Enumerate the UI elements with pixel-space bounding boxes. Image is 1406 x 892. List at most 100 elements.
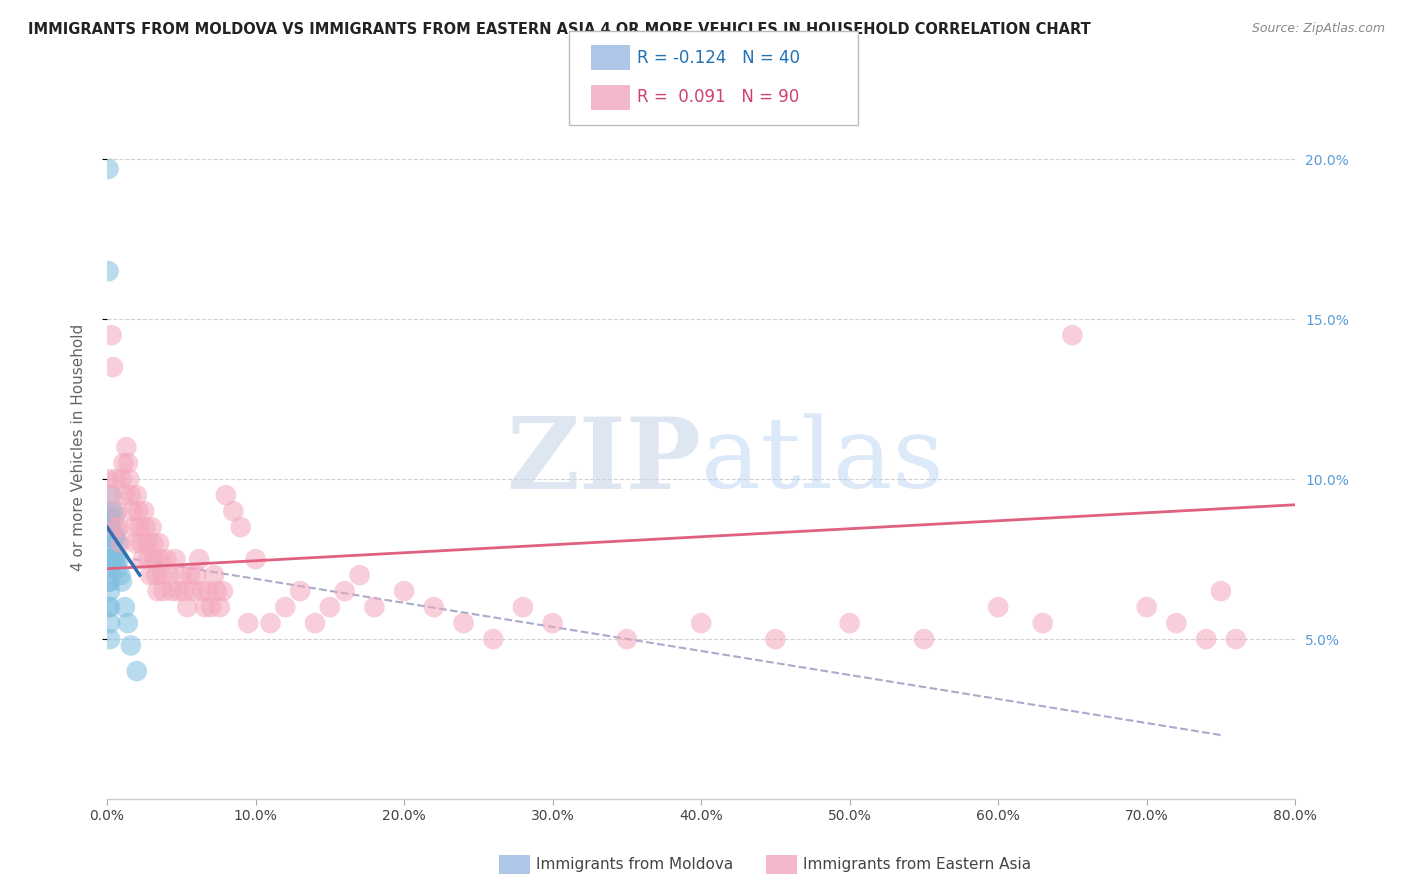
Point [146, 584, 169, 599]
Point [150, 568, 173, 582]
Point [101, 530, 124, 544]
Point [179, 568, 201, 582]
Point [128, 520, 150, 534]
Point [98, 562, 121, 576]
Point [104, 552, 127, 566]
Point [987, 600, 1010, 615]
Point [98, 552, 121, 566]
Text: R = -0.124   N = 40: R = -0.124 N = 40 [637, 49, 800, 67]
Point [110, 536, 132, 550]
Point [114, 488, 136, 502]
Point [222, 504, 245, 518]
Point [98, 632, 121, 646]
Point [143, 552, 166, 566]
Point [212, 584, 235, 599]
Point [115, 440, 138, 454]
Point [103, 510, 125, 524]
Point [129, 536, 152, 550]
Point [97, 574, 120, 589]
Point [333, 584, 356, 599]
Text: Immigrants from Eastern Asia: Immigrants from Eastern Asia [803, 857, 1031, 871]
Point [98, 574, 121, 589]
Point [120, 639, 142, 653]
Point [1032, 616, 1054, 631]
Point [392, 584, 415, 599]
Point [200, 600, 222, 615]
Point [363, 600, 385, 615]
Point [97, 600, 120, 615]
Point [107, 536, 129, 550]
Point [103, 552, 125, 566]
Point [110, 568, 132, 582]
Text: R =  0.091   N = 90: R = 0.091 N = 90 [637, 88, 799, 106]
Point [127, 504, 149, 518]
Point [215, 488, 238, 502]
Point [238, 616, 260, 631]
Point [319, 600, 342, 615]
Point [112, 456, 135, 470]
Text: Source: ZipAtlas.com: Source: ZipAtlas.com [1251, 22, 1385, 36]
Point [349, 568, 371, 582]
Point [288, 584, 311, 599]
Point [176, 600, 198, 615]
Point [108, 520, 131, 534]
Point [208, 600, 231, 615]
Point [205, 584, 228, 599]
Point [100, 520, 122, 534]
Point [616, 632, 638, 646]
Text: IMMIGRANTS FROM MOLDOVA VS IMMIGRANTS FROM EASTERN ASIA 4 OR MORE VEHICLES IN HO: IMMIGRANTS FROM MOLDOVA VS IMMIGRANTS FR… [28, 22, 1091, 37]
Y-axis label: 4 or more Vehicles in Household: 4 or more Vehicles in Household [72, 324, 86, 571]
Point [148, 536, 170, 550]
Point [98, 616, 121, 631]
Point [101, 360, 124, 375]
Point [104, 472, 127, 486]
Point [107, 562, 129, 576]
Point [98, 542, 121, 557]
Point [304, 616, 326, 631]
Point [162, 584, 184, 599]
Point [104, 530, 127, 544]
Point [97, 264, 120, 278]
Point [259, 616, 281, 631]
Point [100, 536, 122, 550]
Point [763, 632, 786, 646]
Point [114, 600, 136, 615]
Point [1225, 632, 1247, 646]
Point [165, 552, 187, 566]
Point [97, 530, 120, 544]
Point [100, 328, 122, 343]
Point [136, 536, 159, 550]
Point [108, 552, 131, 566]
Point [138, 552, 160, 566]
Point [101, 552, 124, 566]
Point [423, 600, 446, 615]
Point [124, 536, 146, 550]
Point [125, 488, 148, 502]
Point [111, 574, 134, 589]
Point [118, 472, 141, 486]
Point [170, 568, 193, 582]
Point [97, 552, 120, 566]
Point [912, 632, 935, 646]
Point [103, 520, 125, 534]
Point [155, 552, 177, 566]
Point [142, 536, 165, 550]
Point [98, 510, 121, 524]
Point [1062, 328, 1084, 343]
Point [120, 488, 142, 502]
Point [98, 520, 121, 534]
Point [1209, 584, 1232, 599]
Point [98, 530, 121, 544]
Point [100, 552, 122, 566]
Point [1136, 600, 1159, 615]
Point [173, 584, 195, 599]
Point [838, 616, 860, 631]
Point [167, 584, 190, 599]
Point [97, 510, 120, 524]
Text: atlas: atlas [702, 413, 943, 509]
Point [121, 504, 143, 518]
Point [103, 530, 125, 544]
Point [135, 520, 157, 534]
Point [541, 616, 564, 631]
Point [274, 600, 297, 615]
